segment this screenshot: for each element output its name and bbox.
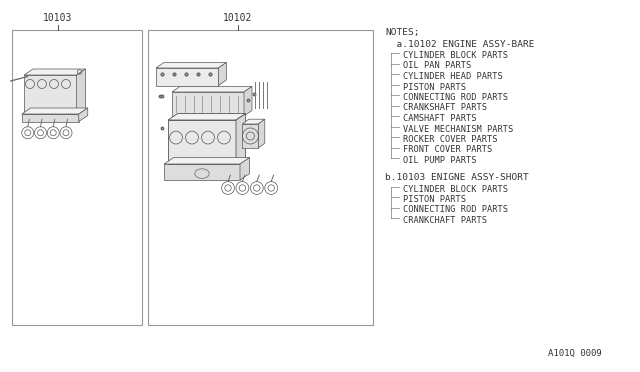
Polygon shape [156, 68, 218, 86]
Bar [148, 30, 373, 325]
Text: VALVE MECHANISM PARTS: VALVE MECHANISM PARTS [403, 125, 513, 134]
Polygon shape [244, 86, 252, 116]
Polygon shape [168, 120, 236, 164]
Text: CONNECTING ROD PARTS: CONNECTING ROD PARTS [403, 93, 508, 102]
Polygon shape [240, 158, 250, 180]
Polygon shape [164, 158, 250, 164]
Text: CYLINDER BLOCK PARTS: CYLINDER BLOCK PARTS [403, 51, 508, 60]
Text: CYLINDER BLOCK PARTS: CYLINDER BLOCK PARTS [403, 185, 508, 193]
Polygon shape [243, 124, 259, 148]
Text: ROCKER COVER PARTS: ROCKER COVER PARTS [403, 135, 497, 144]
Text: FRONT COVER PARTS: FRONT COVER PARTS [403, 145, 492, 154]
Polygon shape [164, 164, 240, 180]
Text: CRANKCHAFT PARTS: CRANKCHAFT PARTS [403, 216, 487, 225]
Polygon shape [243, 119, 265, 124]
Text: 10103: 10103 [43, 13, 72, 23]
Polygon shape [218, 62, 227, 86]
Text: OIL PAN PARTS: OIL PAN PARTS [403, 61, 471, 71]
Text: CYLINDER HEAD PARTS: CYLINDER HEAD PARTS [403, 72, 503, 81]
Polygon shape [22, 114, 79, 122]
Polygon shape [24, 69, 86, 75]
Polygon shape [172, 92, 244, 116]
Polygon shape [77, 69, 86, 114]
Text: PISTON PARTS: PISTON PARTS [403, 195, 466, 204]
Polygon shape [236, 113, 246, 164]
Text: 10102: 10102 [223, 13, 253, 23]
Text: OIL PUMP PARTS: OIL PUMP PARTS [403, 156, 477, 165]
Text: A101Q 0009: A101Q 0009 [548, 349, 602, 358]
Polygon shape [168, 113, 246, 120]
Text: PISTON PARTS: PISTON PARTS [403, 83, 466, 92]
Text: NOTES;: NOTES; [385, 28, 419, 37]
Polygon shape [156, 62, 227, 68]
Polygon shape [24, 75, 77, 114]
Text: CAMSHAFT PARTS: CAMSHAFT PARTS [403, 114, 477, 123]
Polygon shape [172, 86, 252, 92]
Polygon shape [259, 119, 265, 148]
Text: a.10102 ENGINE ASSY-BARE: a.10102 ENGINE ASSY-BARE [385, 40, 534, 49]
Text: CRANKSHAFT PARTS: CRANKSHAFT PARTS [403, 103, 487, 112]
Polygon shape [22, 108, 88, 114]
Text: b.10103 ENIGNE ASSY-SHORT: b.10103 ENIGNE ASSY-SHORT [385, 173, 529, 183]
Text: CONNECTING ROD PARTS: CONNECTING ROD PARTS [403, 205, 508, 215]
Bar [12, 30, 142, 325]
Polygon shape [79, 108, 88, 122]
